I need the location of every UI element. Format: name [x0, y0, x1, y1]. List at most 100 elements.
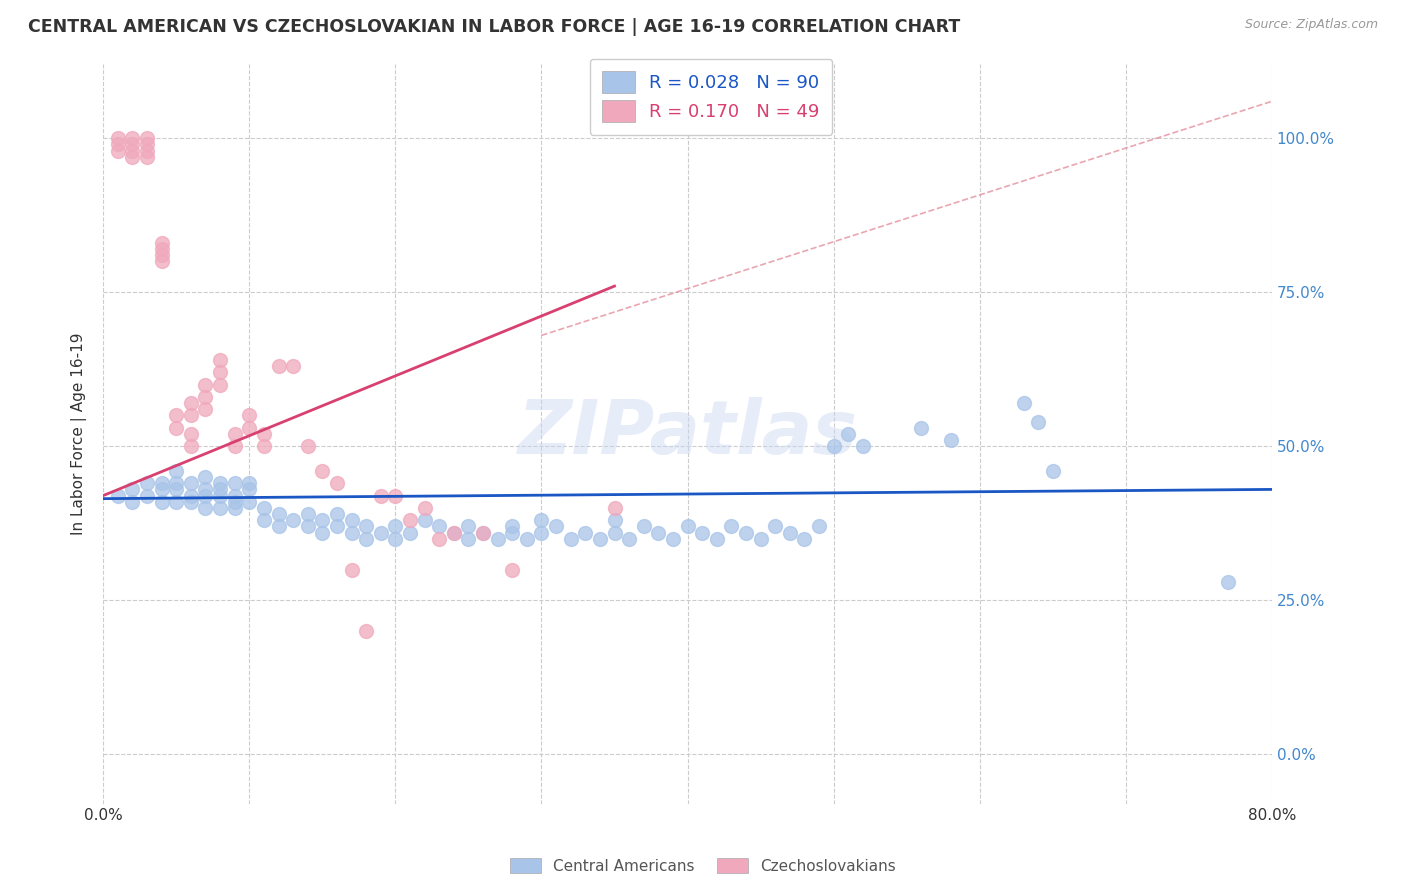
Point	[676, 519, 699, 533]
Legend: R = 0.028   N = 90, R = 0.170   N = 49: R = 0.028 N = 90, R = 0.170 N = 49	[589, 59, 832, 135]
Point	[180, 409, 202, 423]
Point	[165, 483, 187, 497]
Point	[281, 513, 304, 527]
Point	[253, 513, 276, 527]
Point	[180, 476, 202, 491]
Point	[852, 439, 875, 453]
Point	[443, 525, 465, 540]
Point	[749, 532, 772, 546]
Point	[209, 476, 232, 491]
Point	[427, 532, 450, 546]
Point	[589, 532, 612, 546]
Point	[311, 525, 333, 540]
Point	[238, 476, 260, 491]
Point	[224, 427, 246, 442]
Point	[808, 519, 831, 533]
Point	[165, 494, 187, 508]
Point	[501, 525, 523, 540]
Point	[238, 409, 260, 423]
Point	[165, 409, 187, 423]
Point	[238, 494, 260, 508]
Point	[603, 513, 626, 527]
Point	[136, 144, 159, 158]
Point	[224, 439, 246, 453]
Point	[121, 144, 143, 158]
Point	[763, 519, 786, 533]
Point	[311, 464, 333, 478]
Point	[1012, 396, 1035, 410]
Point	[706, 532, 728, 546]
Point	[107, 137, 129, 152]
Point	[354, 519, 377, 533]
Point	[194, 377, 217, 392]
Point	[121, 131, 143, 145]
Point	[530, 525, 553, 540]
Point	[136, 137, 159, 152]
Point	[165, 464, 187, 478]
Text: CENTRAL AMERICAN VS CZECHOSLOVAKIAN IN LABOR FORCE | AGE 16-19 CORRELATION CHART: CENTRAL AMERICAN VS CZECHOSLOVAKIAN IN L…	[28, 18, 960, 36]
Point	[224, 500, 246, 515]
Point	[1042, 464, 1064, 478]
Point	[735, 525, 758, 540]
Point	[136, 150, 159, 164]
Point	[603, 500, 626, 515]
Point	[209, 483, 232, 497]
Point	[224, 476, 246, 491]
Point	[779, 525, 801, 540]
Point	[326, 519, 349, 533]
Point	[546, 519, 568, 533]
Point	[399, 513, 422, 527]
Point	[281, 359, 304, 374]
Point	[370, 489, 392, 503]
Point	[384, 489, 406, 503]
Point	[457, 519, 479, 533]
Point	[354, 532, 377, 546]
Point	[150, 242, 173, 256]
Point	[501, 562, 523, 576]
Point	[209, 500, 232, 515]
Point	[910, 421, 932, 435]
Point	[107, 144, 129, 158]
Point	[823, 439, 845, 453]
Point	[194, 483, 217, 497]
Text: ZIPatlas: ZIPatlas	[517, 398, 858, 470]
Point	[720, 519, 742, 533]
Point	[238, 421, 260, 435]
Point	[501, 519, 523, 533]
Point	[209, 365, 232, 379]
Point	[457, 532, 479, 546]
Point	[209, 377, 232, 392]
Point	[311, 513, 333, 527]
Point	[603, 525, 626, 540]
Point	[180, 396, 202, 410]
Point	[690, 525, 713, 540]
Point	[180, 494, 202, 508]
Point	[180, 489, 202, 503]
Point	[297, 519, 319, 533]
Point	[121, 150, 143, 164]
Point	[413, 513, 436, 527]
Point	[574, 525, 596, 540]
Point	[413, 500, 436, 515]
Point	[662, 532, 685, 546]
Point	[1216, 574, 1239, 589]
Point	[486, 532, 509, 546]
Point	[194, 489, 217, 503]
Point	[472, 525, 495, 540]
Point	[384, 519, 406, 533]
Point	[194, 402, 217, 417]
Point	[384, 532, 406, 546]
Point	[165, 421, 187, 435]
Point	[253, 500, 276, 515]
Point	[370, 525, 392, 540]
Point	[837, 427, 859, 442]
Point	[224, 489, 246, 503]
Point	[267, 519, 290, 533]
Point	[340, 562, 363, 576]
Point	[180, 439, 202, 453]
Point	[560, 532, 582, 546]
Point	[297, 507, 319, 521]
Point	[443, 525, 465, 540]
Point	[107, 489, 129, 503]
Point	[516, 532, 538, 546]
